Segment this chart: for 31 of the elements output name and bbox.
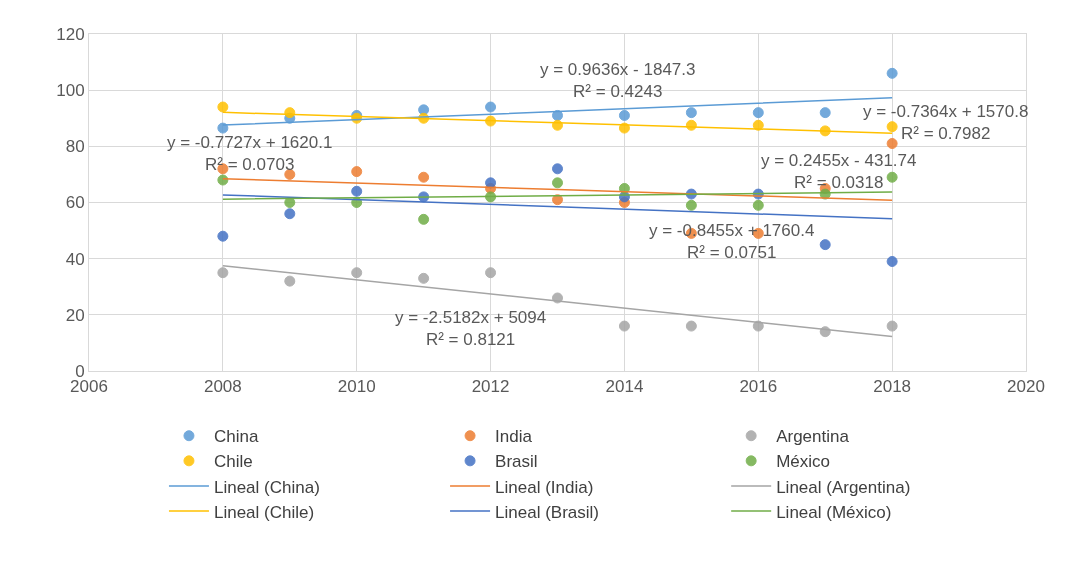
legend-label: India [495, 427, 533, 447]
annotation: y = 0.2455x - 431.74 R² = 0.0318 [761, 151, 917, 193]
legend-label: Chile [213, 452, 253, 472]
legend-label: Lineal (Brasil) [495, 502, 599, 522]
x-tick-label: 2016 [739, 377, 778, 397]
legend-label: Brasil [495, 452, 538, 472]
x-tick-label: 2012 [471, 377, 510, 397]
legend-label: Lineal (China) [213, 477, 320, 497]
y-tick-label: 120 [56, 24, 85, 44]
legend-label: Lineal (India) [495, 477, 594, 497]
annotation: y = -0.7364x + 1570.8 R² = 0.7982 [863, 102, 1029, 144]
y-tick-label: 40 [65, 249, 85, 269]
x-tick-label: 2008 [203, 377, 242, 397]
annotation: y = -0.8455x + 1760.4 R² = 0.0751 [649, 221, 815, 263]
annotation: y = -2.5182x + 5094 R² = 0.8121 [395, 308, 547, 350]
annotation: y = -0.7727x + 1620.1 R² = 0.0703 [167, 133, 333, 175]
x-tick-label: 2014 [605, 377, 644, 397]
y-tick-label: 80 [65, 137, 85, 157]
legend-label: Lineal (Argentina) [776, 477, 911, 497]
legend-label: Lineal (México) [776, 502, 892, 522]
y-tick-label: 60 [65, 193, 85, 213]
legend-label: China [213, 427, 259, 447]
y-tick-label: 100 [56, 81, 85, 101]
legend-label: Argentina [776, 427, 850, 447]
x-tick-label: 2020 [1007, 377, 1045, 397]
x-tick-label: 2010 [337, 377, 376, 397]
y-tick-label: 20 [65, 305, 85, 325]
legend-label: Lineal (Chile) [213, 502, 315, 522]
x-tick-label: 2018 [873, 377, 912, 397]
legend-label: México [776, 452, 831, 472]
annotation: y = 0.9636x - 1847.3 R² = 0.4243 [540, 60, 696, 102]
